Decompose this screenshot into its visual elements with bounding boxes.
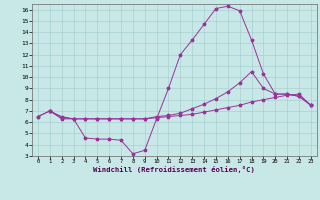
X-axis label: Windchill (Refroidissement éolien,°C): Windchill (Refroidissement éolien,°C) <box>93 166 255 173</box>
